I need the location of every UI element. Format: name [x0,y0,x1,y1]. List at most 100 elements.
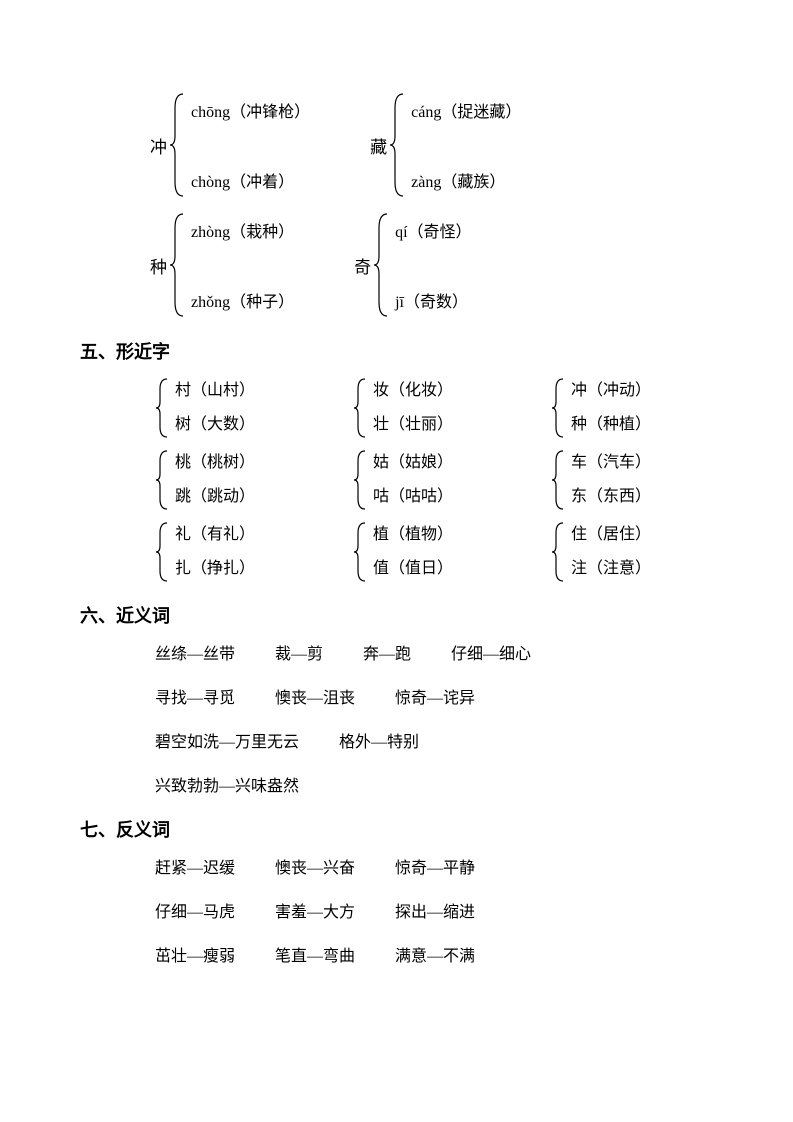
xjz-group: 桃（桃树） 跳（跳动） [155,448,305,512]
reading-bottom: chòng（冲着） [191,168,310,192]
pair: 妆（化妆） 壮（壮丽） [373,376,453,440]
pair: 车（汽车） 东（东西） [571,448,651,512]
readings: cáng（捉迷藏） zàng（藏族） [411,90,521,200]
brace-icon [353,448,367,512]
brace-icon [551,448,565,512]
item-top: 植（植物） [373,524,453,546]
brace-icon [155,376,169,440]
xjz-group: 妆（化妆） 壮（壮丽） [353,376,503,440]
xjz-group: 车（汽车） 东（东西） [551,448,701,512]
word-pair: 裁—剪 [275,640,323,664]
item-top: 车（汽车） [571,452,651,474]
duoyin-row: 冲 chōng（冲锋枪） chòng（冲着） 藏 cáng（捉迷藏） zàng（… [150,90,713,200]
pair: 礼（有礼） 扎（挣扎） [175,520,255,584]
brace-icon [169,90,185,200]
item-bottom: 树（大数） [175,414,255,436]
char-label: 奇 [354,253,371,278]
word-pair: 仔细—细心 [451,640,531,664]
brace-icon [551,520,565,584]
jinyici-section: 丝绦—丝带 裁—剪 奔—跑 仔细—细心 寻找—寻觅 懊丧—沮丧 惊奇—诧异 碧空… [80,640,713,796]
pair: 村（山村） 树（大数） [175,376,255,440]
readings: chōng（冲锋枪） chòng（冲着） [191,90,310,200]
item-bottom: 咕（咕咕） [373,486,453,508]
section-title-6: 六、近义词 [80,602,713,628]
duoyinzi-section: 冲 chōng（冲锋枪） chòng（冲着） 藏 cáng（捉迷藏） zàng（… [80,90,713,320]
xjz-group: 礼（有礼） 扎（挣扎） [155,520,305,584]
duoyin-group-qi: 奇 qí（奇怪） jī（奇数） [354,210,471,320]
word-line: 茁壮—瘦弱 笔直—弯曲 满意—不满 [155,942,713,966]
readings: zhòng（栽种） zhǒng（种子） [191,210,294,320]
xjz-group: 姑（姑娘） 咕（咕咕） [353,448,503,512]
xjz-group: 冲（冲动） 种（种植） [551,376,701,440]
readings: qí（奇怪） jī（奇数） [395,210,471,320]
item-bottom: 扎（挣扎） [175,558,255,580]
word-line: 丝绦—丝带 裁—剪 奔—跑 仔细—细心 [155,640,713,664]
word-pair: 惊奇—平静 [395,854,475,878]
item-top: 冲（冲动） [571,380,651,402]
brace-icon [389,90,405,200]
item-bottom: 种（种植） [571,414,651,436]
word-pair: 笔直—弯曲 [275,942,355,966]
word-pair: 害羞—大方 [275,898,355,922]
word-line: 寻找—寻觅 懊丧—沮丧 惊奇—诧异 [155,684,713,708]
xjz-group: 村（山村） 树（大数） [155,376,305,440]
item-bottom: 壮（壮丽） [373,414,453,436]
pair: 冲（冲动） 种（种植） [571,376,651,440]
fanyici-section: 赶紧—迟缓 懊丧—兴奋 惊奇—平静 仔细—马虎 害羞—大方 探出—缩进 茁壮—瘦… [80,854,713,966]
word-pair: 奔—跑 [363,640,411,664]
word-pair: 丝绦—丝带 [155,640,235,664]
word-line: 碧空如洗—万里无云 格外—特别 [155,728,713,752]
word-pair: 茁壮—瘦弱 [155,942,235,966]
char-label: 藏 [370,133,387,158]
word-pair: 寻找—寻觅 [155,684,235,708]
brace-icon [551,376,565,440]
pair: 住（居住） 注（注意） [571,520,651,584]
item-bottom: 注（注意） [571,558,651,580]
duoyin-row: 种 zhòng（栽种） zhǒng（种子） 奇 qí（奇怪） jī（奇数） [150,210,713,320]
reading-top: cáng（捉迷藏） [411,98,521,122]
xjz-row: 桃（桃树） 跳（跳动） 姑（姑娘） 咕（咕咕） 车（汽车） 东（东西） [155,448,713,512]
xjz-row: 村（山村） 树（大数） 妆（化妆） 壮（壮丽） 冲（冲动） 种（种植） [155,376,713,440]
item-top: 姑（姑娘） [373,452,453,474]
char-label: 种 [150,253,167,278]
xingjinzi-section: 村（山村） 树（大数） 妆（化妆） 壮（壮丽） 冲（冲动） 种（种植） [80,376,713,584]
pair: 桃（桃树） 跳（跳动） [175,448,255,512]
reading-top: qí（奇怪） [395,218,471,242]
char-label: 冲 [150,133,167,158]
item-top: 妆（化妆） [373,380,453,402]
word-pair: 仔细—马虎 [155,898,235,922]
word-pair: 惊奇—诧异 [395,684,475,708]
word-line: 仔细—马虎 害羞—大方 探出—缩进 [155,898,713,922]
item-top: 村（山村） [175,380,255,402]
reading-top: chōng（冲锋枪） [191,98,310,122]
section-title-5: 五、形近字 [80,338,713,364]
brace-icon [353,376,367,440]
brace-icon [353,520,367,584]
brace-icon [373,210,389,320]
brace-icon [155,448,169,512]
item-bottom: 值（值日） [373,558,453,580]
section-title-7: 七、反义词 [80,816,713,842]
word-pair: 探出—缩进 [395,898,475,922]
word-pair: 满意—不满 [395,942,475,966]
item-top: 礼（有礼） [175,524,255,546]
word-line: 赶紧—迟缓 懊丧—兴奋 惊奇—平静 [155,854,713,878]
pair: 姑（姑娘） 咕（咕咕） [373,448,453,512]
reading-bottom: jī（奇数） [395,288,471,312]
word-pair: 兴致勃勃—兴味盎然 [155,772,299,796]
reading-bottom: zàng（藏族） [411,168,521,192]
duoyin-group-zhong: 种 zhòng（栽种） zhǒng（种子） [150,210,294,320]
reading-top: zhòng（栽种） [191,218,294,242]
item-bottom: 跳（跳动） [175,486,255,508]
brace-icon [155,520,169,584]
item-bottom: 东（东西） [571,486,651,508]
word-pair: 碧空如洗—万里无云 [155,728,299,752]
word-pair: 懊丧—兴奋 [275,854,355,878]
item-top: 住（居住） [571,524,651,546]
word-pair: 懊丧—沮丧 [275,684,355,708]
word-line: 兴致勃勃—兴味盎然 [155,772,713,796]
reading-bottom: zhǒng（种子） [191,288,294,312]
pair: 植（植物） 值（值日） [373,520,453,584]
word-pair: 赶紧—迟缓 [155,854,235,878]
item-top: 桃（桃树） [175,452,255,474]
